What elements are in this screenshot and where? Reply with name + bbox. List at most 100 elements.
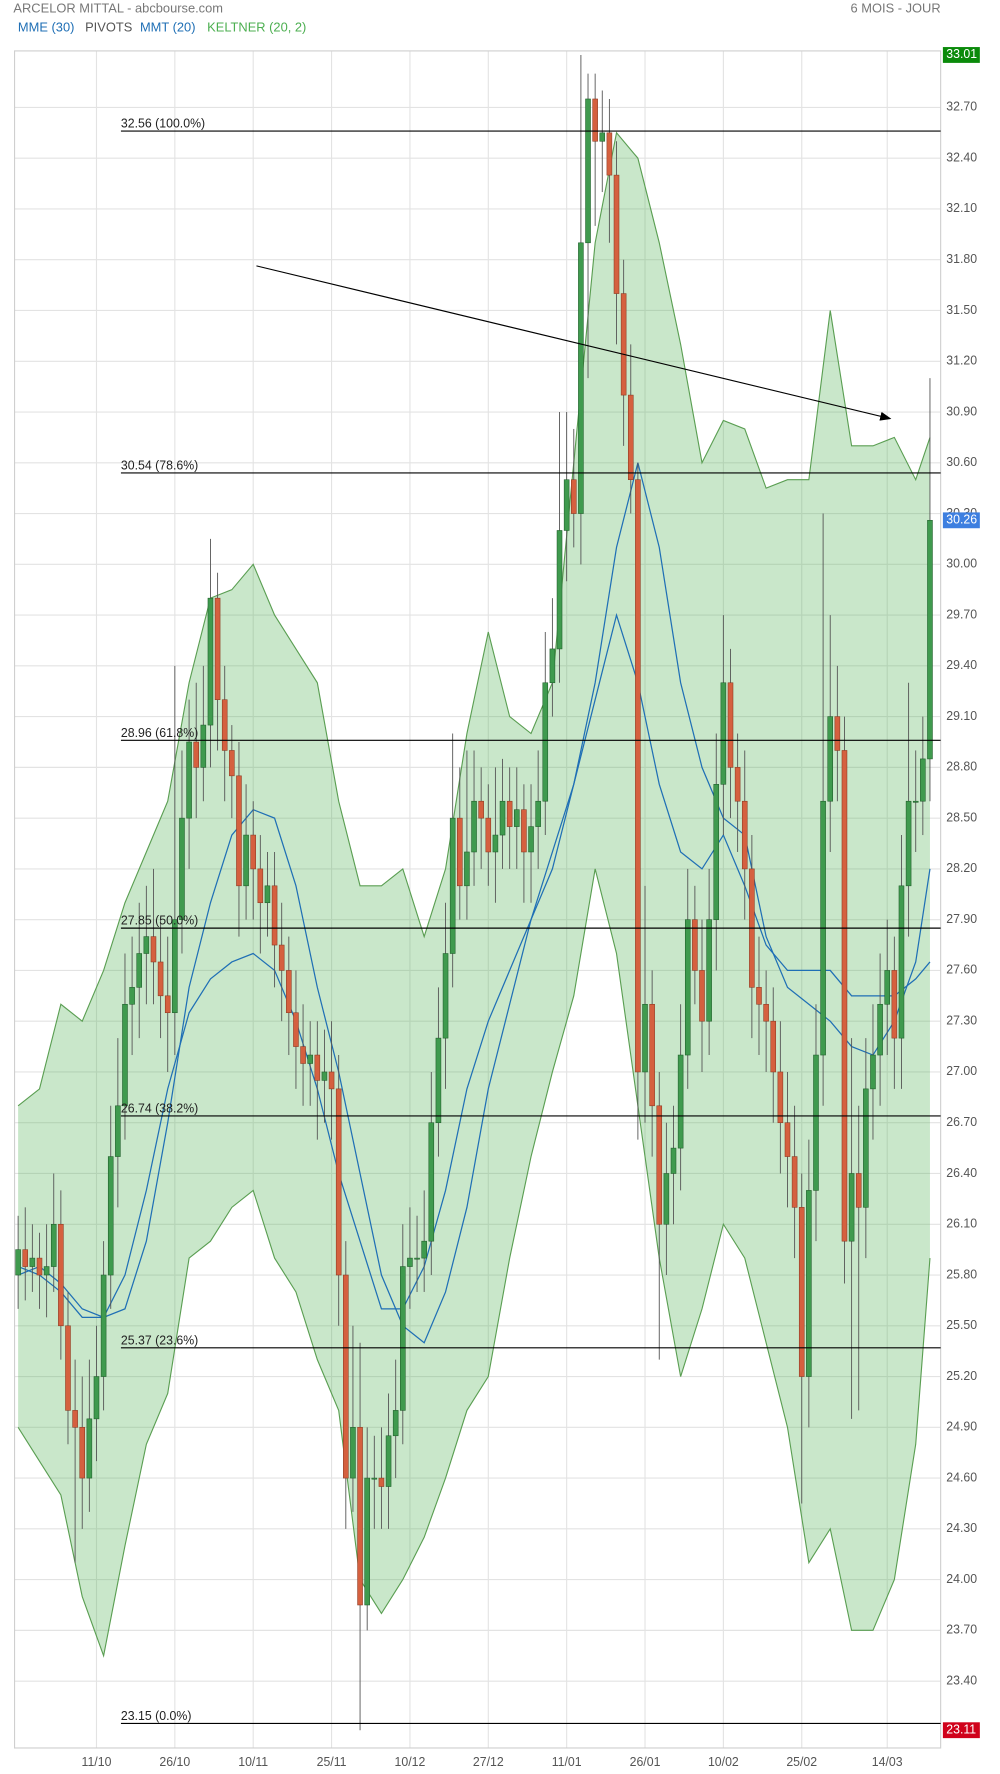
y-tick-label: 31.80 xyxy=(946,252,977,266)
candle-body xyxy=(806,1190,812,1377)
candle-body xyxy=(229,750,235,777)
candle-body xyxy=(36,1257,43,1276)
candle-body xyxy=(777,1071,784,1124)
price-tag xyxy=(942,1722,980,1739)
candle-body xyxy=(43,1266,50,1276)
ma-line xyxy=(17,462,931,1344)
y-tick-label: 23.70 xyxy=(946,1623,977,1637)
y-tick-label: 28.20 xyxy=(946,861,977,875)
candle-body xyxy=(357,1427,363,1606)
candle-body xyxy=(770,1020,777,1073)
ma-layer xyxy=(17,462,931,1344)
plot-frame xyxy=(13,50,942,1749)
candle-body xyxy=(627,394,634,480)
trend-line xyxy=(256,265,892,421)
axis-layer: 23.40 23.70 24.00 24.30 24.60 24.90 25.20 25.50… xyxy=(82,47,980,1769)
candle-body xyxy=(464,851,470,887)
candle-body xyxy=(321,1071,328,1081)
y-tick-label: 30.90 xyxy=(946,404,977,418)
candle-body xyxy=(877,1003,883,1056)
fib-label: 25.37 (23.6%) xyxy=(121,1333,198,1347)
y-tick-label: 27.60 xyxy=(946,963,977,977)
y-tick-label: 31.20 xyxy=(946,353,977,367)
y-tick-label: 27.00 xyxy=(946,1064,977,1078)
x-tick-label: 27/12 xyxy=(473,1755,504,1769)
candle-body xyxy=(585,98,591,244)
candle-body xyxy=(65,1325,71,1411)
candle-body xyxy=(784,1122,791,1157)
candle-body xyxy=(727,682,734,768)
candle-body xyxy=(328,1071,335,1090)
keltner-lower xyxy=(17,868,931,1658)
candle-body xyxy=(670,1147,677,1174)
x-tick-label: 14/03 xyxy=(872,1755,903,1769)
candle-body xyxy=(870,1054,876,1090)
candle-body xyxy=(392,1410,399,1437)
candle-body xyxy=(863,1088,869,1208)
fib-label: 30.54 (78.6%) xyxy=(121,458,198,472)
candle-body xyxy=(599,132,606,142)
y-tick-label: 25.50 xyxy=(946,1318,977,1332)
candle-body xyxy=(549,648,556,684)
candle-body xyxy=(164,995,171,1014)
candle-body xyxy=(86,1418,93,1479)
y-tick-label: 26.40 xyxy=(946,1166,977,1180)
candle-body xyxy=(563,479,570,531)
candle-body xyxy=(920,758,926,802)
candle-body xyxy=(293,1012,299,1047)
candle-body xyxy=(449,817,456,954)
candle-body xyxy=(385,1435,392,1487)
y-tick-label: 28.50 xyxy=(946,810,977,824)
candle-body xyxy=(400,1266,406,1411)
price-tag-label: 30.26 xyxy=(946,513,977,527)
candle-body xyxy=(72,1410,78,1428)
candle-body xyxy=(122,1003,128,1107)
y-tick-label: 32.40 xyxy=(946,150,977,164)
candle-body xyxy=(912,800,919,803)
y-tick-label: 32.70 xyxy=(946,100,977,114)
candle-body xyxy=(179,817,185,920)
candle-body xyxy=(706,919,712,1022)
candle-body xyxy=(271,885,278,946)
candle-body xyxy=(442,953,449,1039)
candle-body xyxy=(663,1173,670,1225)
candle-body xyxy=(414,1257,420,1260)
candle-body xyxy=(848,1173,855,1242)
candle-body xyxy=(492,834,499,853)
y-tick-label: 27.30 xyxy=(946,1013,977,1027)
x-tick-label: 10/02 xyxy=(708,1755,739,1769)
candle-body xyxy=(606,132,613,176)
band-layer xyxy=(17,131,931,1658)
candle-body xyxy=(50,1223,57,1267)
candle-body xyxy=(613,174,620,294)
candle-body xyxy=(129,987,135,1005)
candle-body xyxy=(528,826,534,853)
candle-body xyxy=(150,936,157,963)
candle-body xyxy=(798,1207,805,1377)
period-label: 6 MOIS - JOUR xyxy=(851,0,941,15)
candle-body xyxy=(535,800,541,827)
candle-body xyxy=(243,834,249,887)
candle-body xyxy=(193,741,199,768)
candle-body xyxy=(642,1003,648,1073)
candle-body xyxy=(172,919,178,1014)
x-tick-label: 26/10 xyxy=(159,1755,190,1769)
candle-body xyxy=(699,970,705,1022)
candle-body xyxy=(834,716,841,751)
candle-body xyxy=(115,1105,121,1157)
candle-body xyxy=(898,885,905,1039)
candle-body xyxy=(314,1054,321,1081)
y-tick-label: 27.90 xyxy=(946,912,977,926)
candle-body xyxy=(343,1274,349,1479)
y-tick-label: 24.00 xyxy=(946,1572,977,1586)
candle-body xyxy=(791,1156,798,1208)
candle-body xyxy=(435,1037,442,1124)
candle-body xyxy=(514,809,520,827)
y-tick-label: 23.40 xyxy=(946,1673,977,1687)
grid-layer xyxy=(13,50,942,1749)
y-tick-label: 25.80 xyxy=(946,1267,977,1281)
fib-label: 26.74 (38.2%) xyxy=(121,1101,198,1115)
candle-body xyxy=(720,682,727,785)
candle-body xyxy=(186,741,192,819)
candle-body xyxy=(371,1477,378,1480)
